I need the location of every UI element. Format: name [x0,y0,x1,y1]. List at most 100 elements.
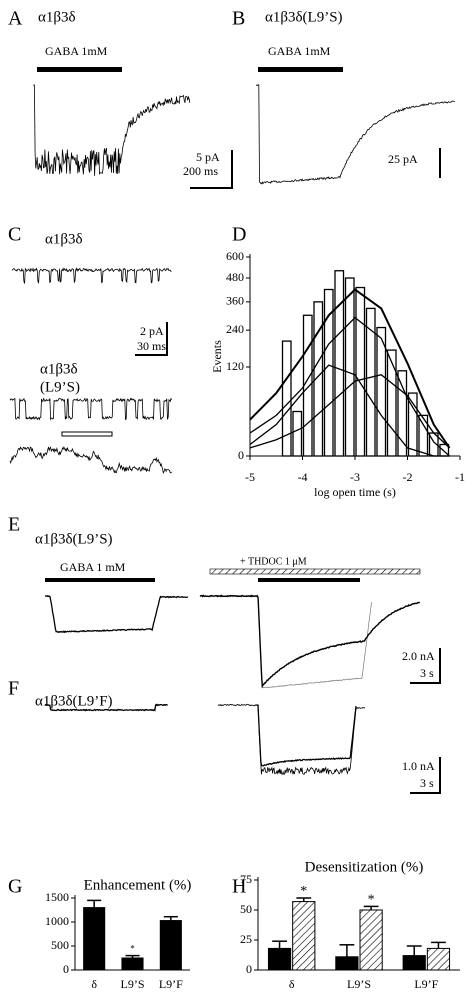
histogram-bar [376,326,387,457]
histogram-bar [407,392,418,457]
x-tick-label: L9’F [159,977,183,991]
x-tick-label: -2 [403,470,413,484]
y-tick-label: 0 [238,448,244,462]
drug-bar [258,67,343,72]
x-tick-label: L9’S [347,977,371,991]
panel-letter: F [8,678,19,700]
bar [402,955,426,971]
scale-label: 1.0 nA [402,759,435,773]
panel-letter: D [232,224,246,246]
scale-bar [190,150,233,189]
panel-letter: A [8,8,23,30]
histogram-bar [344,277,355,457]
significance: * [300,884,307,899]
panel-letter: B [232,8,245,30]
construct: α1β3δ(L9’S) [35,531,113,547]
trace [33,84,191,176]
y-tick-label: 25 [240,932,252,946]
construct: α1β3δ [45,231,83,247]
drug-label: GABA 1mM [45,44,108,58]
construct: (L9’S) [40,379,80,395]
fit-curve [249,374,450,449]
x-tick-label: δ [289,977,295,991]
scale-bar [410,757,441,794]
histogram-bar [313,301,324,457]
y-tick-label: 0 [246,962,252,976]
y-axis-label: Events [210,340,224,373]
drug-label: + THDOC 1 μM [240,556,307,567]
panel-letter: E [8,514,20,536]
bar [121,957,144,971]
chart-title: Enhancement (%) [84,877,192,893]
scale-bar [410,648,441,684]
y-tick-label: 240 [226,322,244,336]
x-tick-label: -3 [350,470,360,484]
scale-label: 5 pA [196,150,220,164]
scale-label: 30 ms [137,339,166,353]
y-tick-label: 360 [226,294,244,308]
histogram-bar [386,349,397,457]
bar [292,901,316,971]
panel-letter: G [8,876,22,898]
y-tick-label: 1000 [45,914,69,928]
trace [255,84,456,185]
trace [199,594,421,689]
drug-bar [45,578,155,582]
bar [267,947,292,971]
bar [359,909,383,971]
scale-label: 3 s [420,666,434,680]
trace [217,703,366,775]
expand-box [61,431,113,437]
x-tick-label: -5 [245,470,255,484]
fit-curve [249,288,451,449]
x-axis-label: log open time (s) [314,485,396,499]
panel-letter: C [8,224,21,246]
construct: α1β3δ(L9’F) [35,693,113,709]
y-tick-label: 120 [226,359,244,373]
scale-label: 2 pA [140,324,164,338]
histogram-bar [334,270,345,457]
scale-bar [135,322,168,356]
histogram-bar [281,340,292,457]
drug-label: GABA 1 mM [60,560,126,574]
scale-label: 200 ms [183,164,218,178]
y-tick-label: 50 [240,902,252,916]
histogram-bar [302,314,313,457]
x-tick-label: L9’S [121,977,145,991]
construct: α1β3δ [40,361,78,377]
histogram-bar [397,370,408,457]
construct: α1β3δ(L9’S) [265,9,343,25]
histogram-bar [292,410,303,457]
trace [44,703,169,712]
drug-bar [37,67,122,72]
trace [11,267,172,285]
y-tick-label: 1500 [45,890,69,904]
chart-title: Desensitization (%) [305,859,424,875]
significance: * [368,893,375,908]
modulator-bar [209,568,421,575]
drug-label: GABA 1mM [268,44,331,58]
histogram-bar [323,288,334,457]
trace [9,397,173,421]
panel-letter: H [232,876,246,898]
trace [200,594,372,689]
scale-label: 3 s [420,776,434,790]
scale-label: 25 pA [388,152,418,166]
histogram-bar [355,286,366,457]
y-tick-label: 480 [226,270,244,284]
trace [44,595,189,634]
trace [257,704,357,767]
drug-bar [258,578,360,582]
trace [9,446,172,474]
bar [426,947,451,971]
histogram-bar [365,307,376,457]
x-tick-label: -1 [455,470,465,484]
construct: α1β3δ [38,9,76,25]
x-tick-label: -4 [298,470,308,484]
histogram-bar [418,414,429,457]
y-tick-label: 500 [51,938,69,952]
fit-curve [249,364,450,457]
y-tick-label: 600 [226,249,244,263]
y-tick-label: 0 [63,962,69,976]
